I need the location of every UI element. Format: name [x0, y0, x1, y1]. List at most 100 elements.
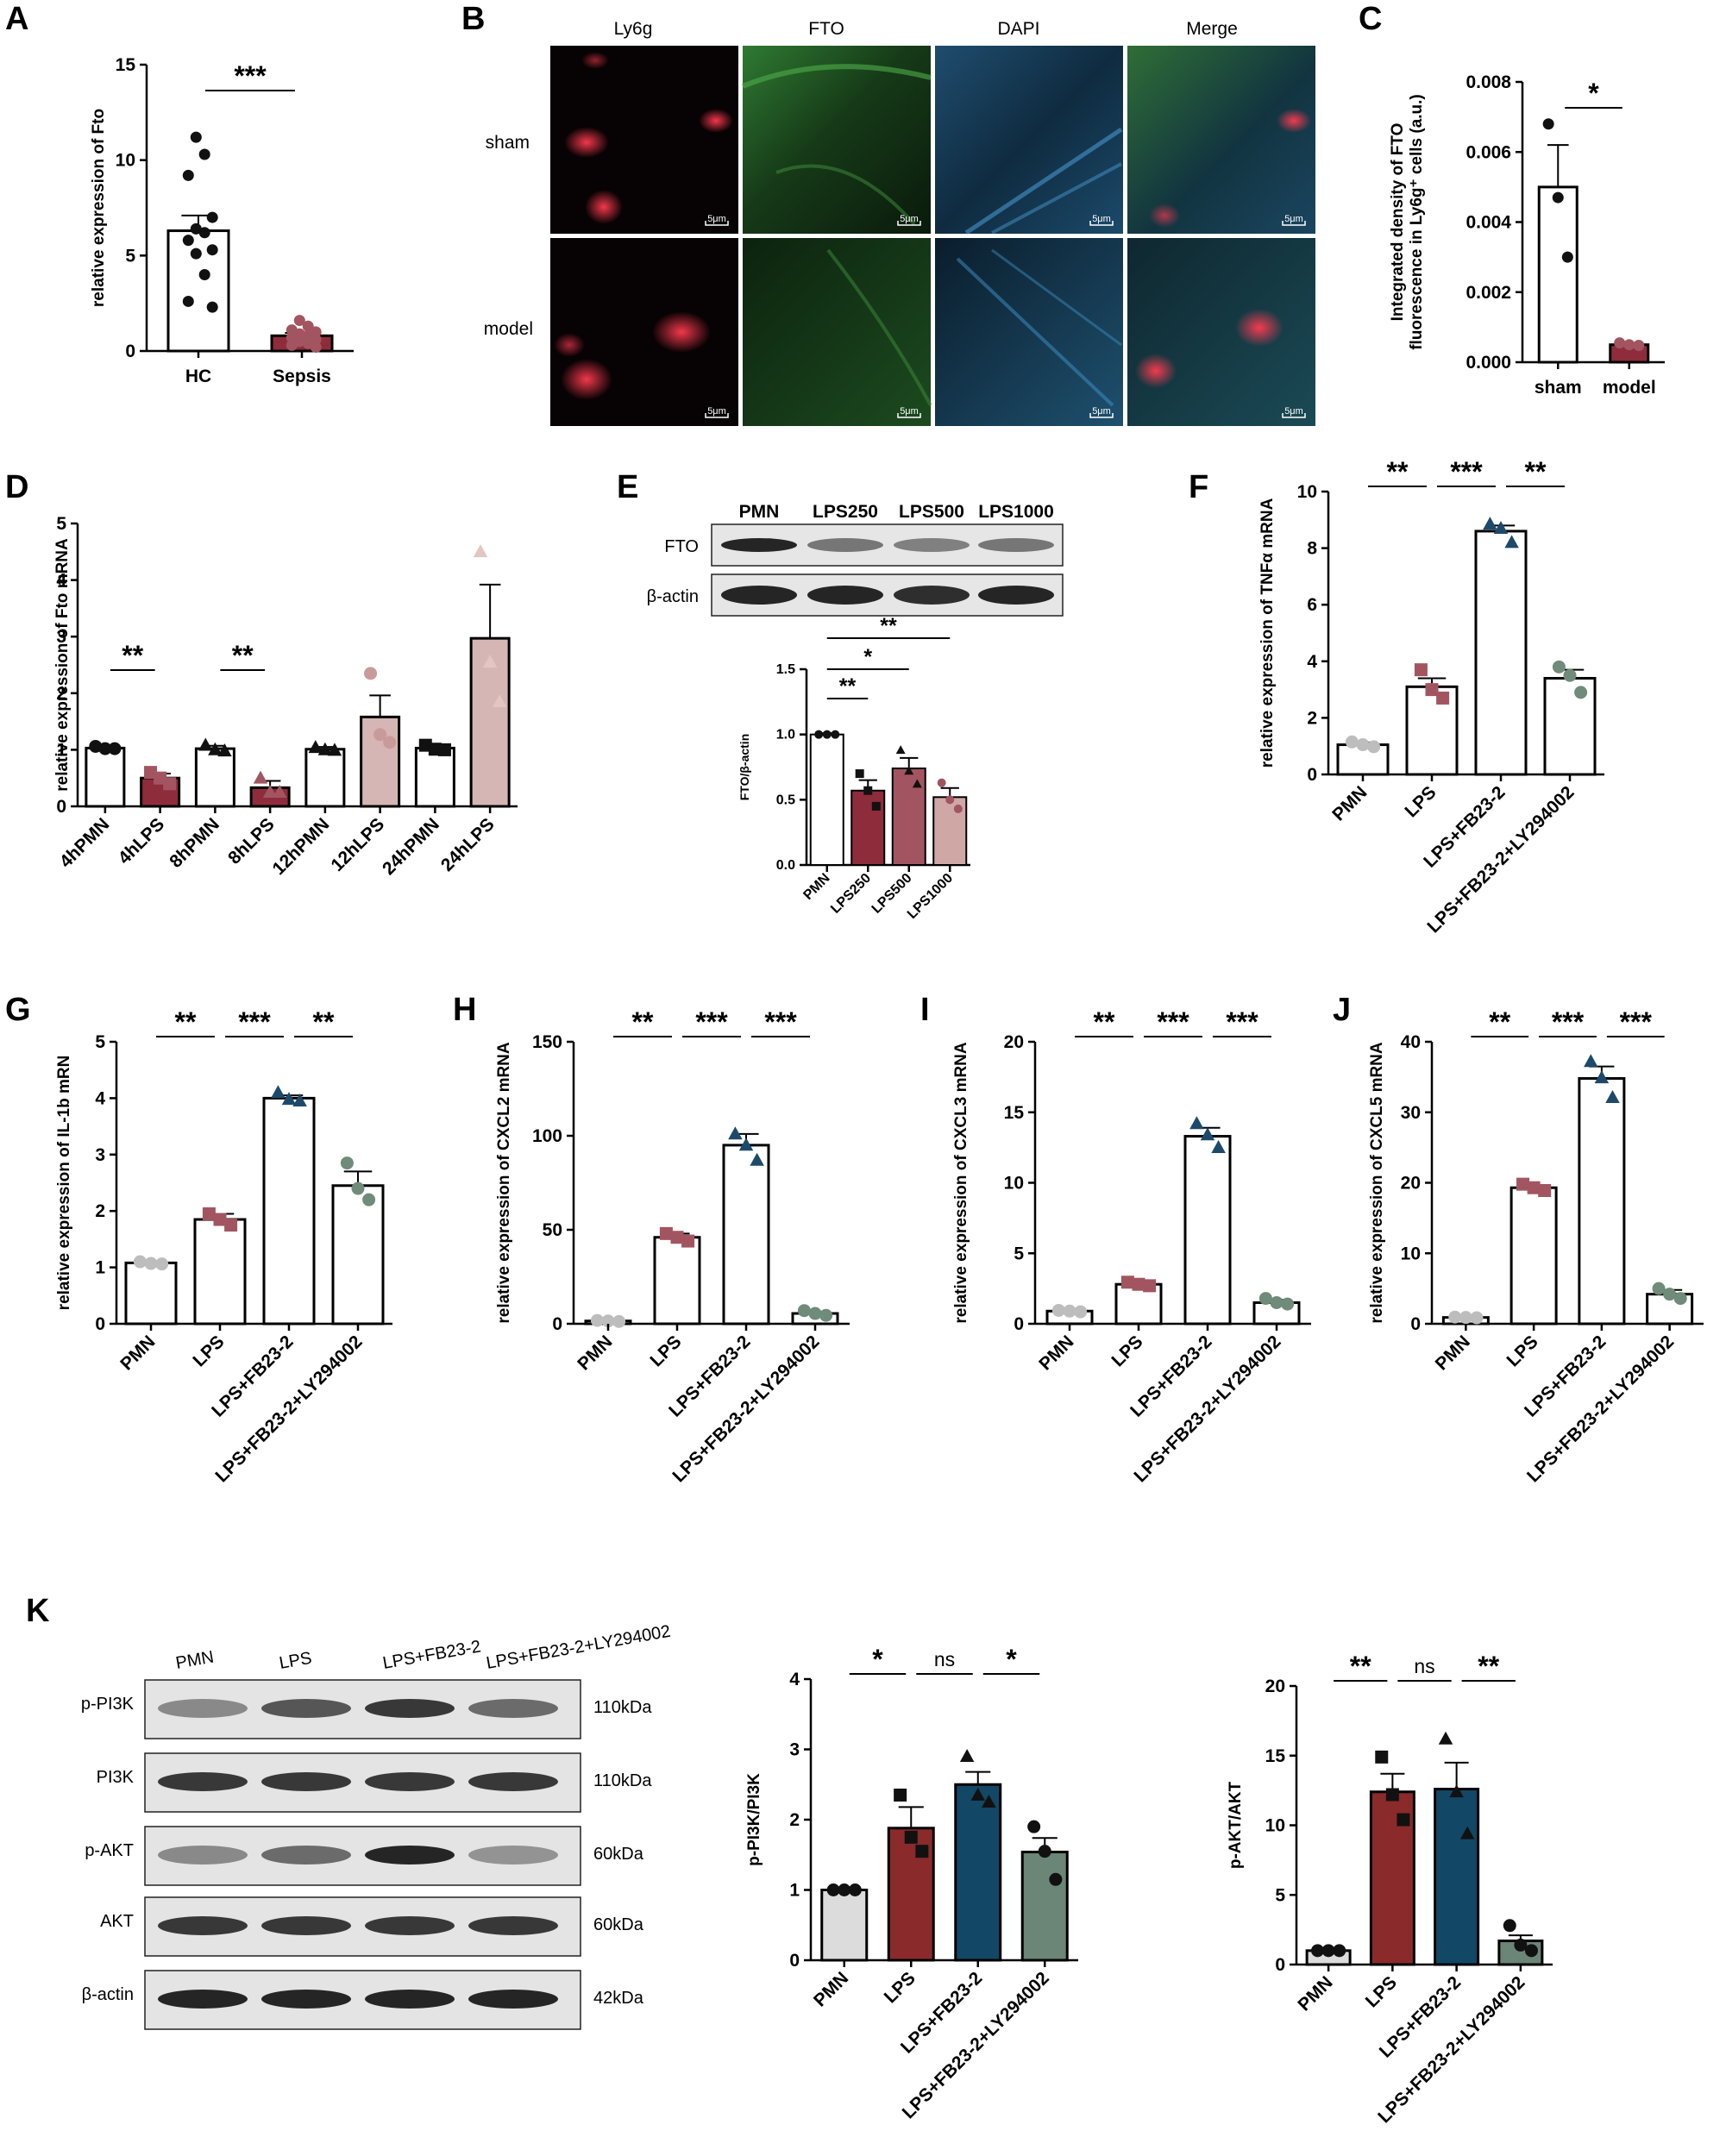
data-point — [904, 766, 914, 775]
y-tick-label: 3 — [95, 1145, 105, 1165]
blot-k-lane-label: LPS+FB23-2 — [381, 1637, 482, 1673]
significance-label: *** — [238, 1006, 271, 1037]
y-tick-label: 0.006 — [1466, 142, 1511, 162]
data-point — [1633, 340, 1645, 351]
x-tick-label: model — [1603, 378, 1656, 398]
data-point — [1663, 1288, 1677, 1301]
significance-label: ** — [632, 1006, 654, 1037]
significance-label: ** — [1094, 1006, 1115, 1037]
data-point — [1516, 1177, 1530, 1191]
data-point — [1470, 1311, 1484, 1325]
blot-band — [468, 1772, 558, 1791]
data-point — [1258, 1292, 1272, 1306]
data-point — [1563, 668, 1577, 682]
y-tick-label: 0 — [1410, 1314, 1421, 1334]
x-tick-label: LPS — [881, 1968, 919, 2007]
y-tick-label: 0.000 — [1466, 353, 1511, 373]
data-point — [808, 1307, 822, 1320]
data-point — [1538, 1183, 1552, 1197]
y-tick-label: 0 — [1275, 1955, 1285, 1975]
data-point — [190, 131, 202, 143]
data-point — [1448, 1310, 1462, 1324]
data-point — [1425, 683, 1439, 697]
bar — [1020, 1850, 1069, 1962]
y-tick-label: 1.0 — [776, 728, 795, 743]
blot-band — [158, 1699, 248, 1718]
y-axis-title: relative expression of Fto mRNA — [53, 538, 72, 792]
mic-model-merge — [1127, 238, 1315, 426]
significance-label: ** — [175, 1006, 197, 1037]
blot-band — [158, 1846, 248, 1865]
data-point — [163, 777, 177, 791]
data-point — [982, 1795, 996, 1808]
significance-label: *** — [1620, 1006, 1653, 1037]
data-point — [198, 268, 210, 280]
y-axis-title: relative expression of CXCL3 mRNA — [952, 1042, 970, 1324]
bar — [653, 1236, 701, 1326]
data-point — [904, 1830, 918, 1844]
bar — [1578, 1077, 1626, 1326]
blot-band — [158, 1990, 248, 2009]
y-tick-label: 0.5 — [776, 793, 795, 807]
data-point — [945, 795, 955, 805]
data-point — [182, 169, 194, 181]
y-tick-label: 5 — [56, 514, 66, 534]
blot-k-lane-label: PMN — [174, 1648, 216, 1673]
data-point — [373, 728, 387, 742]
data-point — [1143, 1279, 1157, 1293]
significance-label: ** — [1478, 1651, 1499, 1682]
data-point — [1504, 535, 1519, 548]
significance-label: ** — [880, 614, 897, 638]
significance-label: *** — [1552, 1006, 1585, 1037]
data-point — [1367, 740, 1381, 754]
data-point — [182, 235, 194, 247]
mic-row-model: model — [484, 319, 533, 339]
significance-label: ns — [1414, 1655, 1434, 1677]
chart-h: 0 50 100 150 relative expression of CXCL2 mR… — [495, 1006, 850, 1486]
blot-band — [261, 1772, 351, 1791]
bar — [194, 747, 235, 808]
bar — [1509, 1186, 1558, 1326]
y-tick-label: 10 — [116, 151, 135, 171]
data-point — [271, 1085, 286, 1099]
data-point — [362, 1193, 376, 1206]
data-point — [1051, 1303, 1065, 1317]
data-point — [1493, 521, 1509, 535]
blot-band — [468, 1916, 558, 1935]
data-point — [1333, 1944, 1346, 1958]
data-point — [98, 742, 112, 755]
panel-letter-g: G — [5, 992, 31, 1028]
data-point — [1623, 339, 1635, 351]
y-tick-label: 1 — [789, 1881, 800, 1901]
x-tick-label: sham — [1535, 378, 1582, 398]
data-point — [1552, 191, 1564, 204]
significance-label: *** — [234, 60, 267, 91]
x-tick-label: PMN — [574, 1332, 616, 1374]
data-point — [1438, 1731, 1453, 1745]
y-tick-label: 6 — [1307, 595, 1317, 615]
y-tick-label: 3 — [56, 627, 66, 647]
data-point — [1652, 1282, 1666, 1295]
data-point — [959, 1749, 975, 1763]
data-point — [826, 1883, 840, 1896]
data-point — [217, 743, 232, 757]
data-point — [198, 737, 213, 751]
mic-col-ly6g: Ly6g — [614, 19, 653, 39]
mic-row-sham: sham — [486, 133, 530, 153]
scale-bar — [1282, 221, 1306, 226]
microscopy-panel: Ly6g FTO DAPI Merge sham model — [484, 19, 1315, 426]
data-point — [1527, 1181, 1541, 1194]
data-point — [364, 667, 378, 680]
scale-bar-label: 5μm — [707, 406, 726, 417]
blot-band — [468, 1699, 558, 1718]
data-point — [728, 1126, 743, 1140]
significance-label: ** — [839, 674, 857, 699]
y-tick-label: 30 — [1401, 1103, 1421, 1123]
data-point — [1281, 1297, 1295, 1311]
blot-band — [468, 1990, 558, 2009]
y-tick-label: 10 — [1297, 482, 1317, 502]
blot-band — [158, 1916, 248, 1935]
x-tick-label: LPS — [1401, 782, 1440, 821]
data-point — [1321, 1944, 1335, 1958]
significance-label: ** — [1489, 1006, 1510, 1037]
